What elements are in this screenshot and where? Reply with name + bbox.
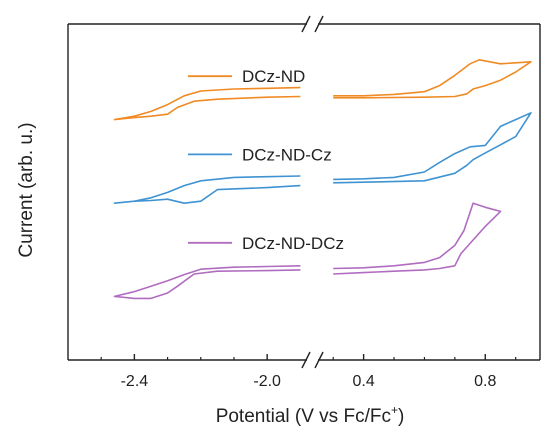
plot-area xyxy=(113,59,532,300)
series-dcz-nd-left-trace xyxy=(113,86,301,121)
x-ticks: -2.4 -2.0 0.4 0.8 xyxy=(100,354,517,390)
series-dcz-nd-dcz-label: DCz-ND-DCz xyxy=(242,234,344,253)
x-tick-label: -2.4 xyxy=(121,373,149,390)
x-axis-label-main: Potential (V vs Fc/Fc xyxy=(216,406,391,427)
series-dcz-nd-right-trace xyxy=(333,59,532,99)
axis-break-mark-top-1 xyxy=(301,15,311,33)
series-dcz-nd-dcz-left-trace xyxy=(113,265,301,300)
x-tick-label: 0.8 xyxy=(474,373,496,390)
x-tick-label: 0.4 xyxy=(352,373,374,390)
series-dcz-nd-cz-label: DCz-ND-Cz xyxy=(242,145,332,164)
series-dcz-nd-cz-left-trace xyxy=(113,175,301,204)
series-labels: DCz-ND DCz-ND-Cz DCz-ND-DCz xyxy=(188,67,344,253)
series-dcz-nd-dcz-right-trace xyxy=(333,202,502,275)
y-axis-label: Current (arb. u.) xyxy=(16,122,37,257)
axis-break-mark-top-2 xyxy=(314,15,324,33)
x-axis-label-sup: + xyxy=(391,403,398,417)
x-tick-label: -2.0 xyxy=(253,373,281,390)
x-axis-label-end: ) xyxy=(398,406,404,427)
axis-break-mark-bottom-2 xyxy=(314,351,324,369)
series-dcz-nd-cz-right-trace xyxy=(333,112,532,184)
series-dcz-nd-label: DCz-ND xyxy=(242,67,305,86)
axes-frame xyxy=(67,15,541,369)
axis-break-mark-bottom-1 xyxy=(301,351,311,369)
x-axis-label: Potential (V vs Fc/Fc+) xyxy=(216,403,405,427)
